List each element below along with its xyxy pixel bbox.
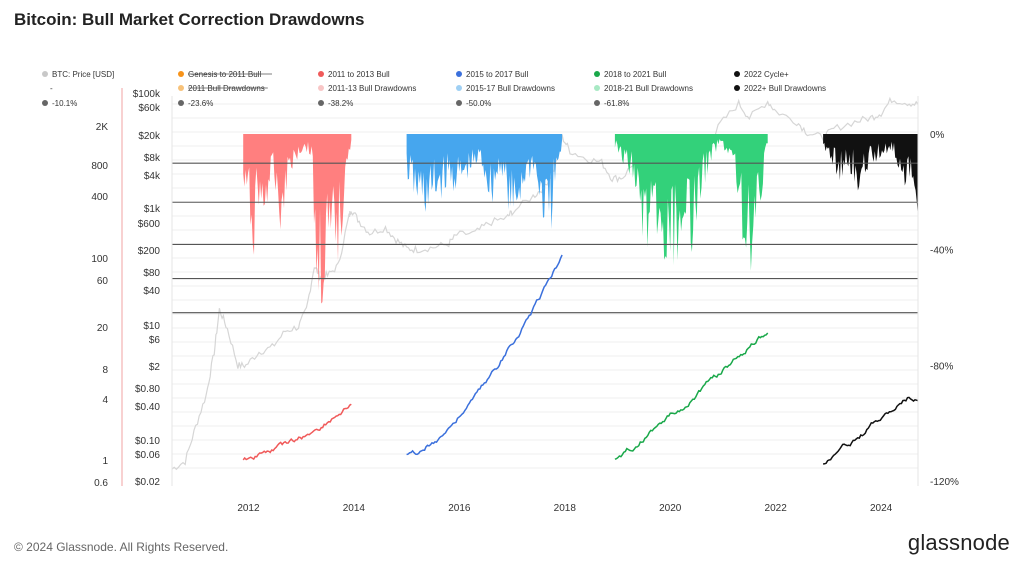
legend-label: -10.1% [52,99,77,108]
legend-dot [318,85,324,91]
y-left-inner-label: $600 [138,219,161,230]
legend-label: 2018 to 2021 Bull [604,70,666,79]
drawdown-area [243,134,352,304]
legend-label: 2015-17 Bull Drawdowns [466,84,555,93]
y-left-inner-label: $6 [149,335,161,346]
y-left-inner-label: $0.06 [135,450,160,461]
y-left-inner-label: $60k [138,103,161,114]
fib-lines [172,162,918,314]
y-right-label: 0% [930,130,945,141]
y-left-inner-label: $0.10 [135,436,160,447]
y-left-inner-label: $40 [143,286,160,297]
x-tick-label: 2012 [237,503,260,514]
y-left-outer-label: 800 [91,161,108,172]
legend-label: Genesis to 2011 Bull [188,70,261,79]
y-left-outer-label: 8 [102,365,108,376]
legend-label: 2018-21 Bull Drawdowns [604,84,693,93]
y-left-inner-label: $8k [144,153,161,164]
legend-label: 2011 to 2013 Bull [328,70,390,79]
y-left-outer-label: 1 [102,456,108,467]
y-left-inner-label: $4k [144,171,161,182]
x-tick-label: 2022 [765,503,788,514]
bull-line [242,403,352,461]
legend-label: BTC: Price [USD] [52,70,114,79]
legend-label: 2011 Bull Drawdowns [188,84,265,93]
y-right-label: -120% [930,477,959,488]
x-tick-label: 2020 [659,503,682,514]
y-left-inner-label: $80 [143,268,160,279]
legend-label: 2022+ Bull Drawdowns [744,84,826,93]
legend-dot [456,100,462,106]
legend-dot [42,71,48,77]
btc-price-line [171,96,919,471]
drawdown-area [406,134,563,229]
bull-line [823,396,919,465]
legend-label: -61.8% [604,99,629,108]
legend-label: 2015 to 2017 Bull [466,70,528,79]
bull-line [406,254,563,456]
legend-label: -50.0% [466,99,491,108]
legend-label: -23.6% [188,99,213,108]
y-right-label: -80% [930,361,953,372]
drawdown-area [823,134,918,218]
y-left-outer-label: 4 [102,395,108,406]
legend-dot [594,100,600,106]
y-left-inner-label: $20k [138,131,161,142]
y-left-outer-label: 2K [96,122,109,133]
legend-dot [456,85,462,91]
legend-dot [456,71,462,77]
page-title: Bitcoin: Bull Market Correction Drawdown… [14,10,365,29]
x-tick-label: 2016 [448,503,471,514]
brand-logo: glassnode [907,530,1010,555]
y-left-outer-label: 100 [91,254,108,265]
legend-dot [42,100,48,106]
axes: 2012 2014 2016 2018 2020 2022 20242K8004001006… [91,88,959,514]
legend: BTC: Price [USD] Genesis to 2011 Bull 2011… [42,70,826,108]
x-tick-label: 2018 [554,503,577,514]
y-left-inner-label: $10 [143,321,160,332]
y-right-label: -40% [930,246,953,257]
bull-line [614,332,769,460]
y-left-outer-label: 400 [91,192,108,203]
y-left-inner-label: $0.40 [135,402,160,413]
legend-dot [178,71,184,77]
legend-dot [734,85,740,91]
y-left-inner-label: $200 [138,246,161,257]
copyright-text: © 2024 Glassnode. All Rights Reserved. [14,540,229,554]
legend-dot [734,71,740,77]
legend-label: 2011-13 Bull Drawdowns [328,84,416,93]
y-left-inner-label: $1k [144,204,161,215]
bull-layer [242,254,919,465]
y-left-inner-label: $2 [149,362,161,373]
legend-dot [594,71,600,77]
legend-dot [178,100,184,106]
y-left-outer-label: 20 [97,323,109,334]
y-left-outer-label: 0.6 [94,478,108,489]
x-tick-label: 2014 [343,503,366,514]
y-left-outer-label: 60 [97,276,109,287]
legend-label: -38.2% [328,99,353,108]
legend-dot [594,85,600,91]
legend-label: 2022 Cycle+ [744,70,789,79]
y-left-inner-label: $100k [133,89,161,100]
y-left-inner-label: $0.80 [135,384,160,395]
legend-dot [318,71,324,77]
legend-dot [178,85,184,91]
legend-label: - [50,84,53,93]
x-tick-label: 2024 [870,503,893,514]
price-layer [171,96,919,471]
legend-dot [318,100,324,106]
y-left-inner-label: $0.02 [135,477,160,488]
